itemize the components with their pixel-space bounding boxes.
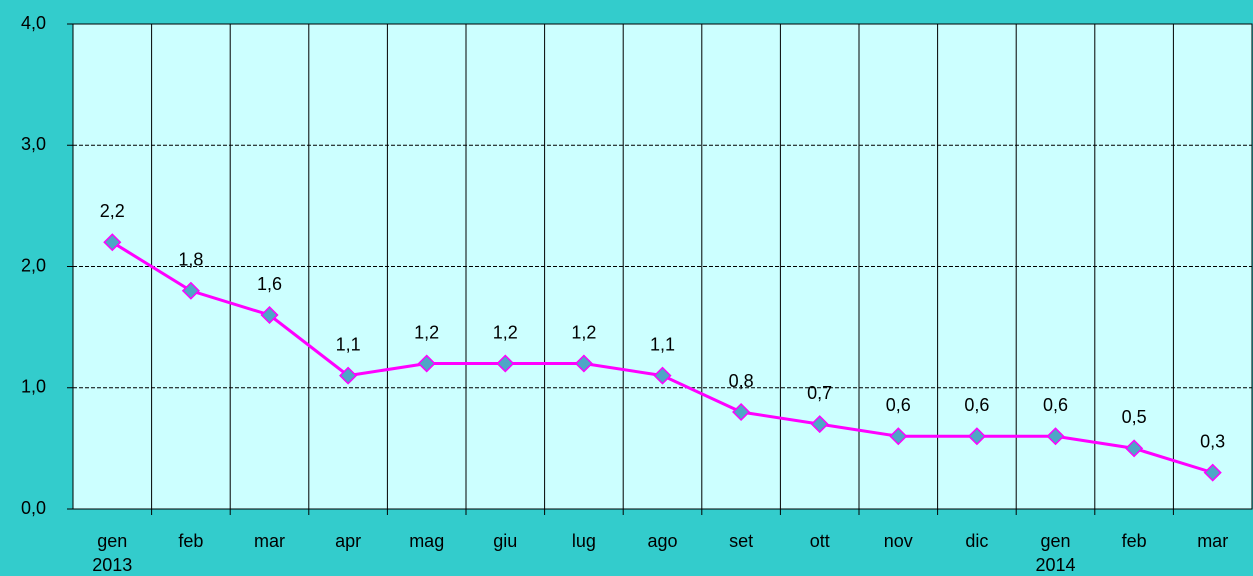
marker bbox=[732, 402, 751, 422]
marker bbox=[260, 305, 279, 325]
data-label: 1,2 bbox=[493, 322, 518, 342]
x-tick-label: mar bbox=[254, 531, 285, 551]
data-label: 0,6 bbox=[964, 395, 989, 415]
y-tick-label: 4,0 bbox=[21, 13, 46, 33]
y-tick-label: 2,0 bbox=[21, 255, 46, 275]
x-tick-label: feb bbox=[1122, 531, 1147, 551]
marker bbox=[653, 366, 672, 385]
marker bbox=[103, 233, 122, 252]
data-label: 2,2 bbox=[100, 201, 125, 221]
marker bbox=[574, 354, 593, 373]
x-tick-label: set bbox=[729, 531, 753, 551]
data-label: 1,1 bbox=[336, 334, 361, 354]
marker bbox=[181, 281, 200, 300]
data-label: 0,8 bbox=[729, 371, 754, 391]
marker bbox=[1203, 463, 1222, 482]
x-tick-label: gen bbox=[1040, 531, 1070, 551]
marker bbox=[1046, 427, 1065, 446]
data-label: 0,7 bbox=[807, 383, 832, 403]
data-label: 1,8 bbox=[178, 250, 203, 270]
data-label: 0,5 bbox=[1122, 407, 1147, 427]
marker bbox=[496, 354, 515, 373]
y-tick-label: 0,0 bbox=[21, 498, 46, 518]
data-label: 1,2 bbox=[414, 322, 439, 342]
marker bbox=[810, 415, 829, 434]
marker bbox=[417, 354, 436, 373]
x-tick-label: dic bbox=[965, 531, 988, 551]
x-tick-label: apr bbox=[335, 531, 361, 551]
x-tick-label: lug bbox=[572, 531, 596, 551]
data-label: 1,1 bbox=[650, 334, 675, 354]
x-tick-label: nov bbox=[884, 531, 913, 551]
marker bbox=[1125, 439, 1144, 458]
y-tick-label: 3,0 bbox=[21, 134, 46, 154]
marker bbox=[967, 427, 986, 446]
data-label: 1,6 bbox=[257, 274, 282, 294]
x-tick-label: mar bbox=[1197, 531, 1228, 551]
marker bbox=[339, 366, 358, 385]
y-tick-label: 1,0 bbox=[21, 377, 46, 397]
x-tick-label: ago bbox=[647, 531, 677, 551]
x-tick-label: gen bbox=[97, 531, 127, 551]
x-year-label: 2014 bbox=[1035, 555, 1075, 575]
x-tick-label: giu bbox=[493, 531, 517, 551]
data-label: 0,3 bbox=[1200, 431, 1225, 451]
x-year-label: 2013 bbox=[92, 555, 132, 575]
x-tick-label: mag bbox=[409, 531, 444, 551]
marker bbox=[889, 427, 908, 446]
data-label: 1,2 bbox=[571, 322, 596, 342]
x-tick-label: ott bbox=[810, 531, 830, 551]
data-label: 0,6 bbox=[886, 395, 911, 415]
data-label: 0,6 bbox=[1043, 395, 1068, 415]
x-tick-label: feb bbox=[178, 531, 203, 551]
